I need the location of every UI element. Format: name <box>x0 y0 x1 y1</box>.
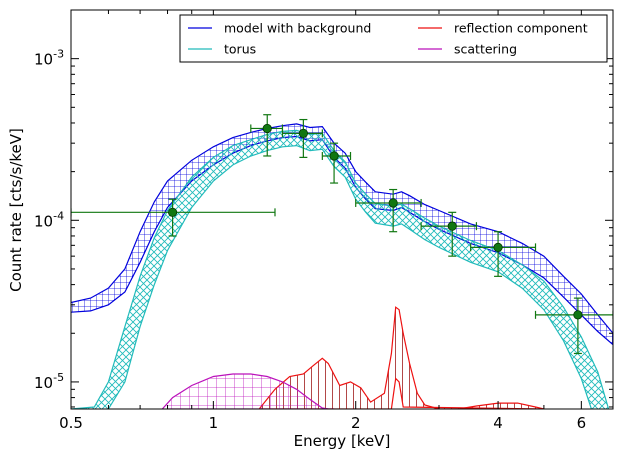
data-point-6 <box>420 211 478 257</box>
axis-tick-labels: 0.5 1 2 4 6 10-5 10-4 10-3 <box>34 48 586 432</box>
data-point-8 <box>534 297 613 355</box>
x-tick-label-0: 0.5 <box>59 414 83 432</box>
plot-frame <box>70 9 614 410</box>
reflection-component-upper-line <box>258 306 545 409</box>
y-axis-label: Count rate [cts/s/keV] <box>7 128 25 292</box>
data-point-marker <box>262 123 272 134</box>
legend-item-scattering: scattering <box>418 42 517 57</box>
legend-item-torus: torus <box>188 42 256 57</box>
y-tick-label-0: 10-5 <box>34 371 64 392</box>
data-point-1 <box>71 198 276 237</box>
data-point-5 <box>355 188 422 233</box>
reflection-component-lower-line <box>259 377 544 409</box>
series-reflection-component <box>258 306 545 409</box>
data-point-3 <box>281 118 323 158</box>
reflection-component-band-fill <box>259 307 544 409</box>
legend-box <box>179 14 608 63</box>
x-axis-label: Energy [keV] <box>294 432 391 450</box>
legend-item-reflection-component: reflection component <box>418 21 588 36</box>
data-point-marker <box>298 128 308 138</box>
data-point-4 <box>321 142 352 184</box>
x-tick-label-2: 2 <box>351 414 361 432</box>
model-with-background-upper-line <box>71 123 613 334</box>
legend-label: torus <box>224 42 256 57</box>
data-points-layer <box>71 114 613 355</box>
legend-label: model with background <box>224 21 371 36</box>
data-point-marker <box>329 151 339 161</box>
scattering-band-fill <box>162 374 335 409</box>
data-point-marker <box>573 310 583 320</box>
axis-ticks <box>70 10 614 409</box>
model-with-background-band-fill <box>71 123 613 345</box>
series-scattering <box>161 373 335 409</box>
data-point-7 <box>470 231 537 277</box>
series-layer <box>71 123 613 409</box>
series-model-with-background <box>71 123 613 346</box>
data-point-marker <box>447 221 457 231</box>
legend-items: model with background reflection componen… <box>188 21 588 57</box>
legend-label: reflection component <box>454 21 588 36</box>
legend: model with background reflection componen… <box>179 14 608 63</box>
legend-item-model-with-background: model with background <box>188 21 371 36</box>
data-point-marker <box>493 242 503 252</box>
data-point-2 <box>250 114 284 157</box>
x-tick-label-3: 4 <box>493 414 503 432</box>
data-point-marker <box>167 207 178 217</box>
y-tick-label-2: 10-3 <box>34 48 64 69</box>
series-torus <box>71 129 610 409</box>
x-tick-label-4: 6 <box>577 414 587 432</box>
scattering-upper-line <box>161 373 329 409</box>
legend-label: scattering <box>454 42 517 57</box>
x-tick-label-1: 1 <box>209 414 219 432</box>
data-point-marker <box>388 198 398 208</box>
y-tick-label-1: 10-4 <box>34 209 64 230</box>
